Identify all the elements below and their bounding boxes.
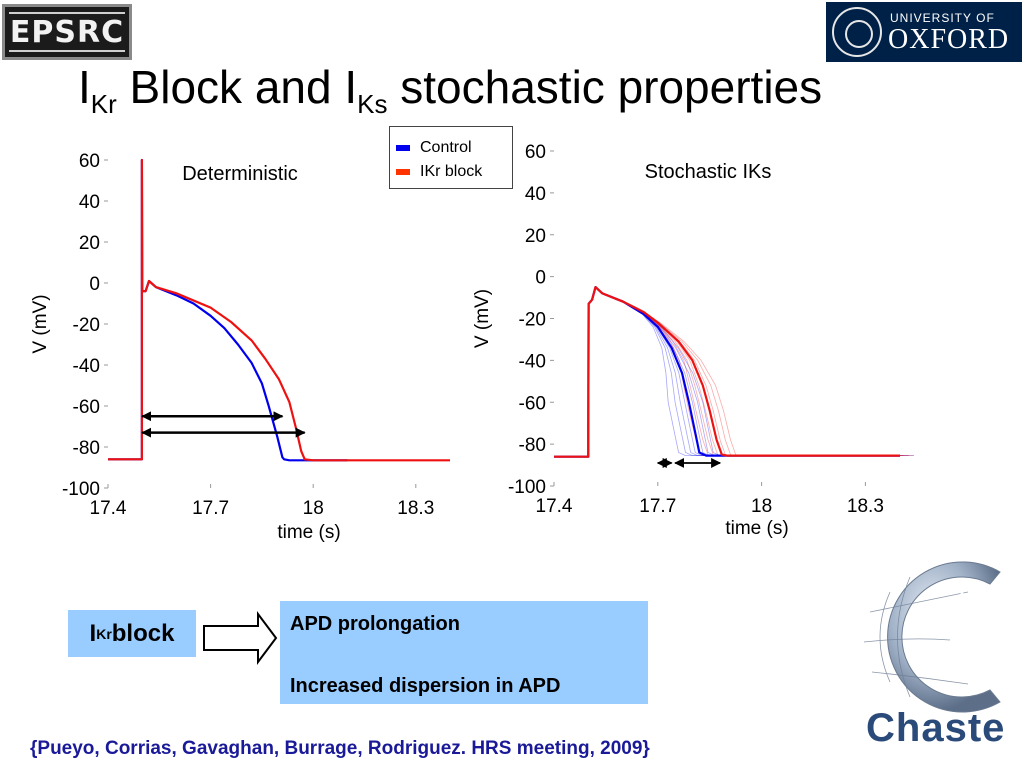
replicate-trace-ikr-block-3 xyxy=(554,286,896,458)
series-line-ikr-block xyxy=(108,158,450,462)
replicate-trace-control-3 xyxy=(554,286,896,458)
y-tick-label-60: -60 xyxy=(73,397,100,418)
y-tick-label-80: -80 xyxy=(519,435,546,456)
x-tick-label-17-4: 17.4 xyxy=(536,496,573,517)
legend-entry-ikr-block: IKr block xyxy=(396,163,482,181)
legend-label-ikr-block: IKr block xyxy=(420,163,483,180)
x-tick-label-18: 18 xyxy=(303,498,324,519)
title-sub-2: Ks xyxy=(357,89,388,119)
chaste-logo-icon xyxy=(863,561,1010,713)
chart-title: Deterministic xyxy=(182,163,298,185)
replicate-trace-ikr-block-5 xyxy=(554,286,909,458)
series-line-control xyxy=(554,286,900,458)
title-part-3: stochastic properties xyxy=(387,61,823,113)
y-tick-label-60: 60 xyxy=(79,151,100,172)
y-tick-label-60: 60 xyxy=(525,142,546,163)
x-tick-label-17-7: 17.7 xyxy=(192,498,229,519)
chart-legend: Control IKr block xyxy=(389,126,513,189)
x-axis-label: time (s) xyxy=(725,518,788,539)
x-tick-label-17-4: 17.4 xyxy=(90,498,127,519)
y-tick-label-20: -20 xyxy=(73,315,100,336)
replicate-trace-control-2 xyxy=(554,286,892,458)
replicate-trace-ikr-block-1 xyxy=(554,286,887,458)
chart-title: Stochastic IKs xyxy=(645,161,772,183)
implies-arrow-icon xyxy=(203,611,278,665)
replicate-trace-control-5 xyxy=(554,286,909,458)
ikr-block-box: I Kr block xyxy=(68,610,196,657)
title-part-2: Block and I xyxy=(116,61,358,113)
effect-apd-dispersion: Increased dispersion in APD xyxy=(290,675,561,697)
x-tick-label-18-3: 18.3 xyxy=(397,498,434,519)
y-tick-label-40: -40 xyxy=(73,356,100,377)
oxford-logo: UNIVERSITY OF OXFORD xyxy=(826,2,1022,62)
oxford-university-of: UNIVERSITY OF xyxy=(890,11,995,25)
legend-entry-control: Control xyxy=(396,139,472,157)
series-line-ikr-block xyxy=(554,286,900,458)
replicate-trace-ikr-block-0 xyxy=(554,286,880,458)
y-tick-label-40: 40 xyxy=(79,192,100,213)
citation: {Pueyo, Corrias, Gavaghan, Burrage, Rodr… xyxy=(30,738,650,759)
y-tick-label-20: 20 xyxy=(525,226,546,247)
epsrc-logo-text: EPSRC xyxy=(9,14,125,50)
slide-title: IKr Block and IKs stochastic properties xyxy=(78,60,822,120)
legend-swatch-control xyxy=(396,145,410,151)
replicate-trace-control-1 xyxy=(554,286,887,458)
y-tick-label-40: -40 xyxy=(519,351,546,372)
y-tick-label-60: -60 xyxy=(519,393,546,414)
stochastic-chart: -100 -80 -60 -40 -20 0 20 40 60 17.4 17.7 18 18.3 Sto… xyxy=(472,142,914,539)
replicate-trace-control-0 xyxy=(554,286,880,458)
ikr-cause-sub: Kr xyxy=(96,625,112,642)
y-tick-label-100: -100 xyxy=(508,477,546,498)
x-tick-label-18: 18 xyxy=(751,496,772,517)
oxford-name: OXFORD xyxy=(888,24,1010,55)
y-tick-label-20: -20 xyxy=(519,310,546,331)
replicate-trace-control-6 xyxy=(554,286,914,458)
y-tick-label-0: 0 xyxy=(89,274,100,295)
title-sub-1: Kr xyxy=(90,89,117,119)
y-tick-label-40: 40 xyxy=(525,184,546,205)
effects-box: APD prolongation Increased dispersion in… xyxy=(280,601,648,704)
x-tick-label-18-3: 18.3 xyxy=(847,496,884,517)
y-tick-label-100: -100 xyxy=(62,479,100,500)
x-axis-label: time (s) xyxy=(277,522,340,543)
deterministic-chart: -100 -80 -60 -40 -20 0 20 40 60 17.4 17.7 18 18.3 Det… xyxy=(30,151,450,543)
y-tick-label-20: 20 xyxy=(79,233,100,254)
ikr-cause-main: I xyxy=(89,619,97,647)
chaste-logo-text: Chaste xyxy=(866,706,1006,750)
y-tick-label-80: -80 xyxy=(73,438,100,459)
y-axis-label: V (mV) xyxy=(30,294,51,353)
x-tick-label-17-7: 17.7 xyxy=(639,496,676,517)
legend-label-control: Control xyxy=(420,139,472,156)
y-tick-label-0: 0 xyxy=(535,268,546,289)
title-part-1: I xyxy=(78,61,91,113)
ikr-cause-rest: block xyxy=(111,619,175,647)
legend-swatch-ikr-block xyxy=(396,169,410,175)
oxford-crest-icon xyxy=(832,7,882,57)
effect-apd-prolongation: APD prolongation xyxy=(290,613,460,635)
epsrc-logo: EPSRC xyxy=(2,4,132,60)
replicate-trace-ikr-block-6 xyxy=(554,286,914,458)
y-axis-label: V (mV) xyxy=(472,289,493,348)
replicate-trace-ikr-block-2 xyxy=(554,286,892,458)
